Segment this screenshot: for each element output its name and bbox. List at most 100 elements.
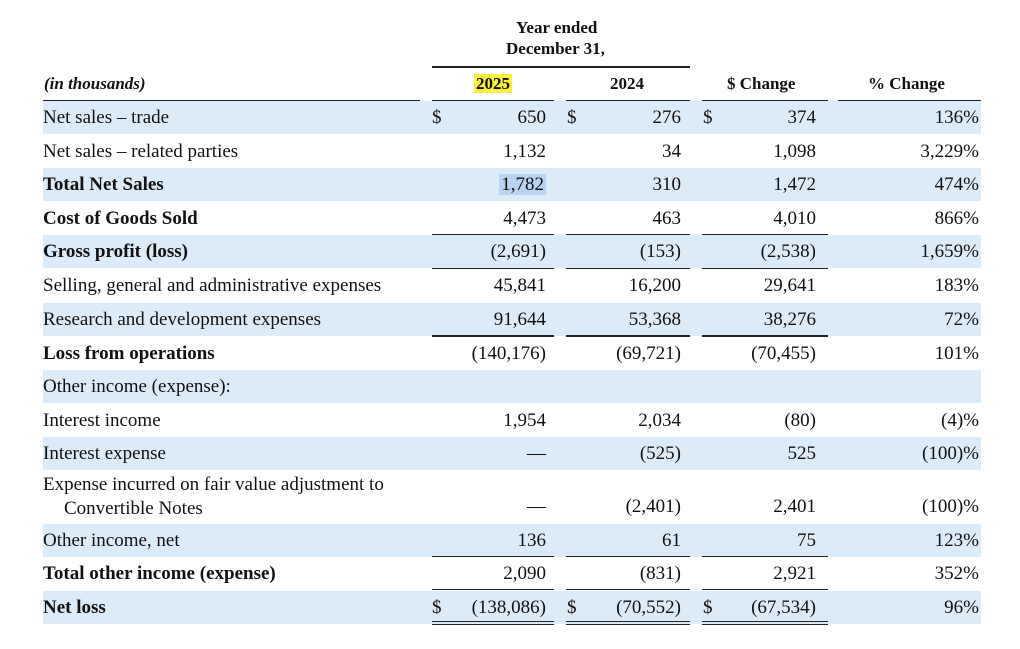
subtotal-rule <box>702 268 828 269</box>
double-underline <box>432 621 554 625</box>
header-col-percent-change: % Change <box>868 74 945 93</box>
value-2024: (69,721) <box>616 343 681 364</box>
table-row: Other income (expense): <box>43 370 981 403</box>
value-2024: (153) <box>639 241 681 262</box>
value-2024: (525) <box>639 443 681 464</box>
row-label: Net sales – trade <box>43 107 170 128</box>
subtotal-rule <box>432 268 554 269</box>
row-label: Net sales – related parties <box>43 141 239 162</box>
value-percent-change: 101% <box>934 343 979 364</box>
table-row: Research and development expenses 91,644 5… <box>43 303 981 336</box>
double-underline <box>702 621 828 625</box>
value-dollar-change: 2,921 <box>773 563 816 584</box>
value-dollar-change: (80) <box>784 410 816 431</box>
value-2025: 4,473 <box>503 208 546 229</box>
row-label: Cost of Goods Sold <box>43 208 198 229</box>
value-2025: 45,841 <box>493 275 546 296</box>
row-label-line1: Expense incurred on fair value adjustmen… <box>43 474 384 495</box>
underline <box>432 335 554 336</box>
total-rule <box>702 556 828 557</box>
value-2024: 310 <box>652 174 682 195</box>
value-percent-change: 474% <box>934 174 979 195</box>
table-row: Net loss $ $ $ (138,086) (70,552) (67,534) 96% <box>43 591 981 624</box>
table-row: Cost of Goods Sold 4,473 463 4,010 866% <box>43 202 981 235</box>
value-2025: 650 <box>517 107 547 128</box>
value-2024: (2,401) <box>625 496 681 517</box>
row-label: Research and development expenses <box>43 309 322 330</box>
underline <box>432 589 554 590</box>
table-row: Gross profit (loss) (2,691) (153) (2,538) 1,… <box>43 235 981 268</box>
value-dollar-change: 38,276 <box>763 309 816 330</box>
value-2025: 1,782 <box>499 168 546 201</box>
underline <box>702 335 828 336</box>
value-2025: 91,644 <box>493 309 546 330</box>
dollar-sign: $ <box>567 597 577 618</box>
total-rule <box>566 556 690 557</box>
dollar-sign: $ <box>432 107 442 128</box>
table-row: Interest income 1,954 2,034 (80) (4)% <box>43 404 981 437</box>
total-rule <box>566 234 690 235</box>
row-label: Other income (expense): <box>43 376 231 397</box>
value-dollar-change: 374 <box>787 107 817 128</box>
value-2024: (70,552) <box>616 597 681 618</box>
value-2025: (138,086) <box>471 597 546 618</box>
value-dollar-change: (2,538) <box>760 241 816 262</box>
value-2025: — <box>527 496 546 517</box>
total-rule <box>702 336 828 337</box>
value-dollar-change: (70,455) <box>751 343 816 364</box>
value-2025: (140,176) <box>471 343 546 364</box>
selected-value-highlight: 1,782 <box>499 174 546 195</box>
total-rule <box>432 556 554 557</box>
value-dollar-change: 29,641 <box>763 275 816 296</box>
header-units: (in thousands) <box>44 74 146 93</box>
row-label: Interest expense <box>43 443 166 464</box>
value-2025: 136 <box>517 530 547 551</box>
value-percent-change: 123% <box>934 530 979 551</box>
dollar-sign: $ <box>567 107 577 128</box>
subtotal-rule <box>566 268 690 269</box>
row-label-line2: Convertible Notes <box>64 498 203 519</box>
table-row: Total Net Sales 1,782 310 1,472 474% <box>43 168 981 201</box>
header-group-line2: December 31, <box>506 39 605 58</box>
dollar-sign: $ <box>703 597 713 618</box>
total-rule <box>566 336 690 337</box>
row-label: Gross profit (loss) <box>43 241 188 262</box>
header-col-dollar-change: $ Change <box>727 74 796 93</box>
table-row: Net sales – trade $ $ $650 276 374 136% <box>43 101 981 134</box>
row-label: Loss from operations <box>43 343 215 364</box>
value-2025: 1,954 <box>503 410 546 431</box>
header-group-line1: Year ended <box>516 18 598 37</box>
table-row: Expense incurred on fair value adjustmen… <box>43 471 981 523</box>
header-col-2024: 2024 <box>610 74 644 93</box>
table-row: Net sales – related parties 1,132 34 1,098 3… <box>43 135 981 168</box>
value-2024: 61 <box>662 530 681 551</box>
col-2025-label: 2025 <box>474 74 512 93</box>
value-dollar-change: 1,472 <box>773 174 816 195</box>
total-rule <box>702 234 828 235</box>
row-label: Net loss <box>43 597 106 618</box>
value-dollar-change: 75 <box>797 530 816 551</box>
row-label: Other income, net <box>43 530 180 551</box>
value-percent-change: 866% <box>934 208 979 229</box>
total-rule <box>432 234 554 235</box>
value-2024: 16,200 <box>628 275 681 296</box>
value-percent-change: (100)% <box>922 443 979 464</box>
value-2024: 276 <box>652 107 682 128</box>
dollar-sign: $ <box>703 107 713 128</box>
row-label: Total Net Sales <box>43 174 164 195</box>
row-label: Selling, general and administrative expe… <box>43 275 382 296</box>
value-percent-change: 183% <box>934 275 979 296</box>
value-2024: 2,034 <box>638 410 681 431</box>
table-row: Interest expense — (525) 525 (100)% <box>43 437 981 470</box>
underline <box>566 335 690 336</box>
value-dollar-change: 1,098 <box>773 141 816 162</box>
underline <box>702 589 828 590</box>
dollar-sign: $ <box>432 597 442 618</box>
value-percent-change: 72% <box>944 309 979 330</box>
double-underline <box>566 621 690 625</box>
value-2025: (2,691) <box>490 241 546 262</box>
value-2024: 34 <box>662 141 681 162</box>
underline <box>566 589 690 590</box>
value-dollar-change: 4,010 <box>773 208 816 229</box>
